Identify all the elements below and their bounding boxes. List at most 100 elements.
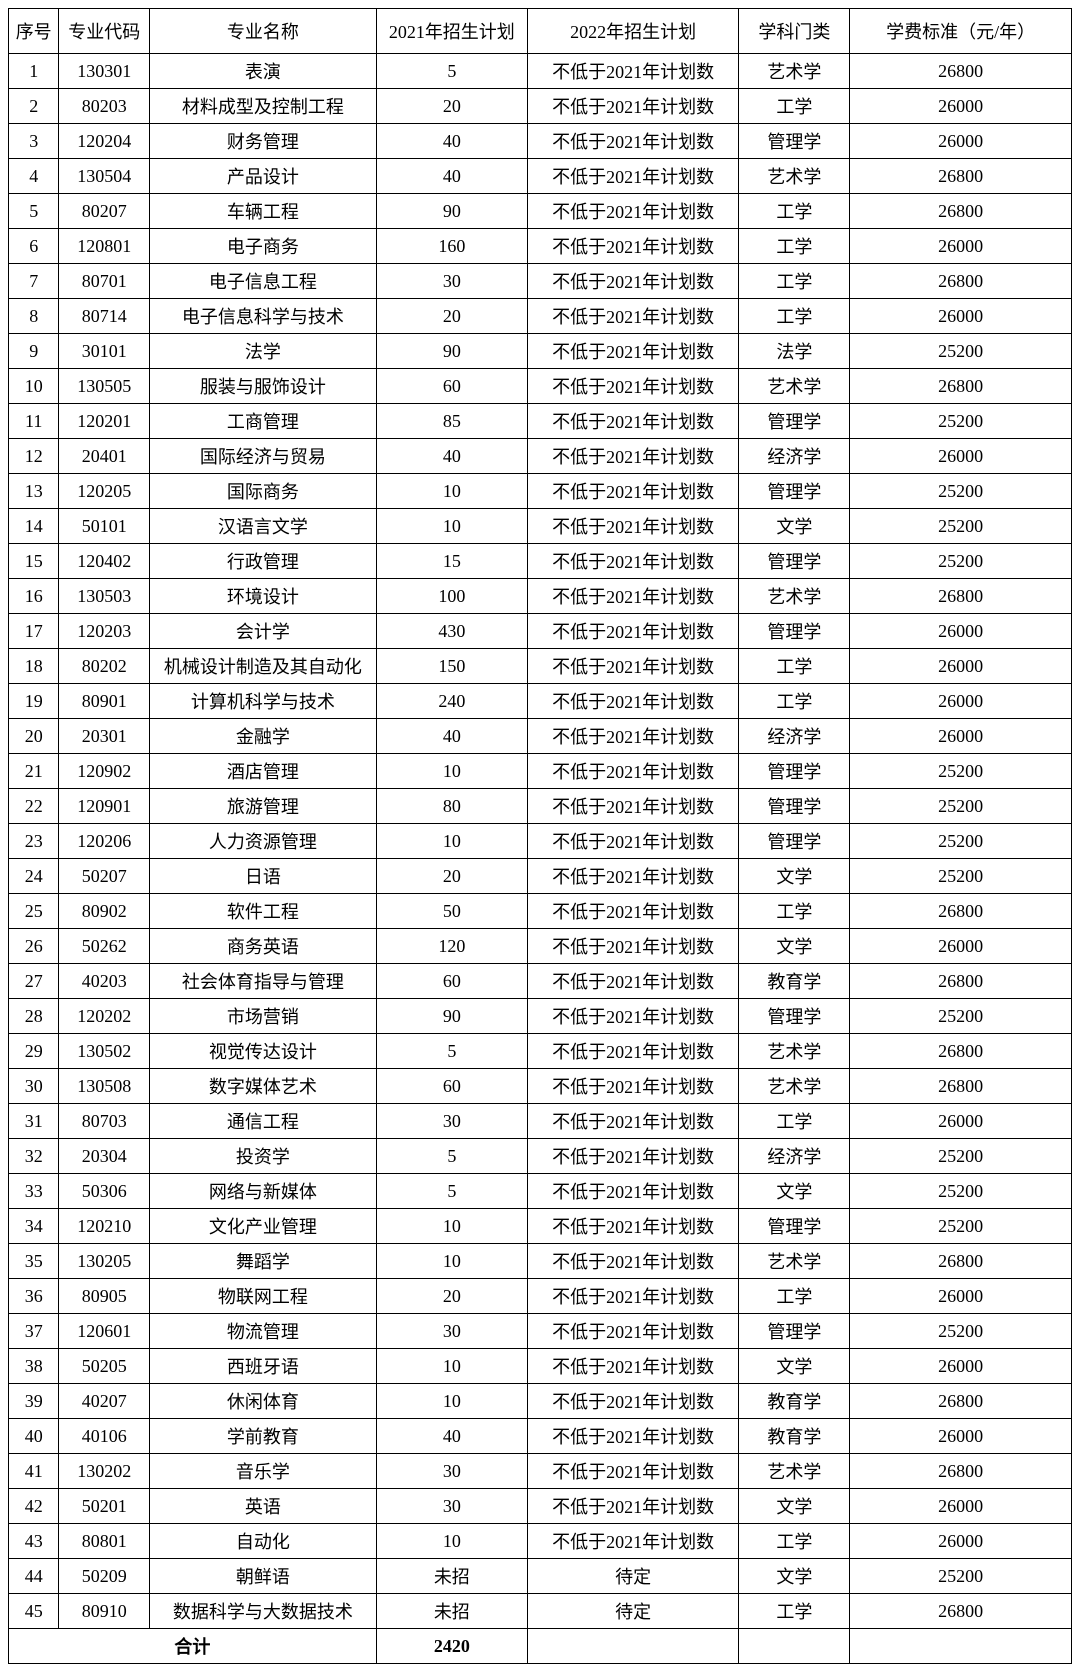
table-cell: 5 [376, 1174, 527, 1209]
table-cell: 26000 [850, 719, 1072, 754]
table-cell: 软件工程 [150, 894, 377, 929]
table-row: 2650262商务英语120不低于2021年计划数文学26000 [9, 929, 1072, 964]
table-cell: 20 [376, 299, 527, 334]
table-cell: 26800 [850, 264, 1072, 299]
table-cell: 25200 [850, 789, 1072, 824]
table-cell: 26800 [850, 579, 1072, 614]
table-cell: 26800 [850, 1454, 1072, 1489]
table-cell: 不低于2021年计划数 [527, 439, 739, 474]
table-cell: 10 [376, 1209, 527, 1244]
table-cell: 国际商务 [150, 474, 377, 509]
table-cell: 工学 [739, 194, 850, 229]
table-cell: 80910 [59, 1594, 150, 1629]
table-cell: 不低于2021年计划数 [527, 1244, 739, 1279]
table-cell: 不低于2021年计划数 [527, 124, 739, 159]
table-cell: 产品设计 [150, 159, 377, 194]
table-cell: 40203 [59, 964, 150, 999]
table-cell: 不低于2021年计划数 [527, 264, 739, 299]
total-empty [850, 1629, 1072, 1664]
table-cell: 管理学 [739, 124, 850, 159]
table-cell: 80703 [59, 1104, 150, 1139]
table-row: 2020301金融学40不低于2021年计划数经济学26000 [9, 719, 1072, 754]
table-cell: 26000 [850, 1349, 1072, 1384]
table-cell: 表演 [150, 54, 377, 89]
table-cell: 未招 [376, 1559, 527, 1594]
table-cell: 20301 [59, 719, 150, 754]
table-cell: 120 [376, 929, 527, 964]
table-cell: 不低于2021年计划数 [527, 1069, 739, 1104]
table-cell: 30 [376, 1454, 527, 1489]
table-cell: 130505 [59, 369, 150, 404]
table-row: 4250201英语30不低于2021年计划数文学26000 [9, 1489, 1072, 1524]
table-row: 4450209朝鲜语未招待定文学25200 [9, 1559, 1072, 1594]
table-cell: 投资学 [150, 1139, 377, 1174]
table-cell: 80714 [59, 299, 150, 334]
table-cell: 40 [376, 124, 527, 159]
table-cell: 不低于2021年计划数 [527, 1384, 739, 1419]
table-cell: 28 [9, 999, 59, 1034]
table-cell: 管理学 [739, 614, 850, 649]
table-cell: 50209 [59, 1559, 150, 1594]
table-cell: 32 [9, 1139, 59, 1174]
col-tuition: 学费标准（元/年） [850, 9, 1072, 54]
table-cell: 50306 [59, 1174, 150, 1209]
table-cell: 43 [9, 1524, 59, 1559]
table-cell: 120601 [59, 1314, 150, 1349]
table-cell: 26800 [850, 894, 1072, 929]
table-cell: 工学 [739, 1279, 850, 1314]
table-cell: 30 [376, 1104, 527, 1139]
table-cell: 40 [376, 719, 527, 754]
table-cell: 26000 [850, 614, 1072, 649]
table-cell: 9 [9, 334, 59, 369]
table-cell: 10 [376, 754, 527, 789]
table-cell: 10 [9, 369, 59, 404]
table-cell: 26000 [850, 649, 1072, 684]
table-cell: 不低于2021年计划数 [527, 89, 739, 124]
table-cell: 工学 [739, 894, 850, 929]
table-cell: 26000 [850, 1489, 1072, 1524]
table-cell: 教育学 [739, 1384, 850, 1419]
table-row: 930101法学90不低于2021年计划数法学25200 [9, 334, 1072, 369]
table-cell: 4 [9, 159, 59, 194]
table-cell: 50101 [59, 509, 150, 544]
table-cell: 不低于2021年计划数 [527, 229, 739, 264]
table-cell: 30 [9, 1069, 59, 1104]
table-row: 3350306网络与新媒体5不低于2021年计划数文学25200 [9, 1174, 1072, 1209]
table-cell: 不低于2021年计划数 [527, 1454, 739, 1489]
table-cell: 42 [9, 1489, 59, 1524]
table-cell: 艺术学 [739, 1244, 850, 1279]
table-cell: 20 [376, 89, 527, 124]
table-cell: 26000 [850, 89, 1072, 124]
table-cell: 行政管理 [150, 544, 377, 579]
table-cell: 待定 [527, 1559, 739, 1594]
table-cell: 文学 [739, 1349, 850, 1384]
table-cell: 环境设计 [150, 579, 377, 614]
table-cell: 25200 [850, 1314, 1072, 1349]
table-cell: 25200 [850, 1139, 1072, 1174]
table-cell: 管理学 [739, 544, 850, 579]
table-cell: 不低于2021年计划数 [527, 54, 739, 89]
table-cell: 商务英语 [150, 929, 377, 964]
table-cell: 管理学 [739, 1209, 850, 1244]
table-cell: 文化产业管理 [150, 1209, 377, 1244]
total-value: 2420 [376, 1629, 527, 1664]
table-cell: 25200 [850, 999, 1072, 1034]
table-cell: 不低于2021年计划数 [527, 719, 739, 754]
table-cell: 26000 [850, 299, 1072, 334]
table-cell: 130503 [59, 579, 150, 614]
table-row: 880714电子信息科学与技术20不低于2021年计划数工学26000 [9, 299, 1072, 334]
table-cell: 26000 [850, 1279, 1072, 1314]
table-cell: 视觉传达设计 [150, 1034, 377, 1069]
table-cell: 160 [376, 229, 527, 264]
table-cell: 金融学 [150, 719, 377, 754]
col-major-code: 专业代码 [59, 9, 150, 54]
total-empty [739, 1629, 850, 1664]
table-cell: 2 [9, 89, 59, 124]
table-cell: 物流管理 [150, 1314, 377, 1349]
table-cell: 150 [376, 649, 527, 684]
table-cell: 5 [376, 54, 527, 89]
table-cell: 不低于2021年计划数 [527, 754, 739, 789]
table-row: 580207车辆工程90不低于2021年计划数工学26800 [9, 194, 1072, 229]
table-cell: 国际经济与贸易 [150, 439, 377, 474]
table-cell: 日语 [150, 859, 377, 894]
